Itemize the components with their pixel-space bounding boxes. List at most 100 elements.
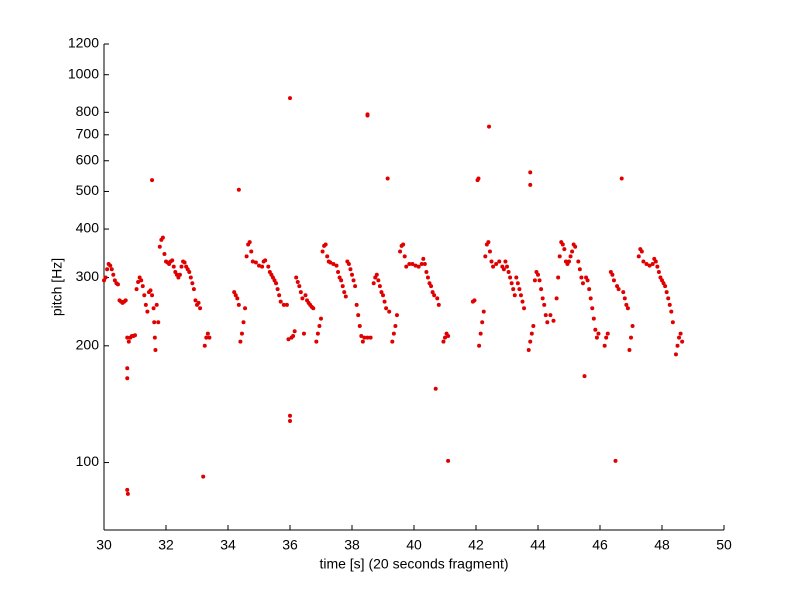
point [390, 339, 395, 344]
y-tick-label: 800 [76, 103, 100, 119]
point [613, 458, 618, 463]
x-axis-label: time [s] (20 seconds fragment) [319, 556, 508, 572]
point [205, 331, 210, 336]
point [239, 331, 244, 336]
point [666, 296, 671, 301]
point [478, 331, 483, 336]
point [359, 333, 364, 338]
point [295, 280, 300, 285]
point [288, 96, 292, 101]
point [108, 263, 113, 268]
point [486, 240, 491, 245]
point [382, 299, 387, 304]
point [247, 240, 252, 245]
point [179, 264, 184, 269]
point [198, 306, 203, 311]
point [148, 288, 153, 293]
point [410, 262, 415, 267]
point [381, 293, 385, 298]
point [111, 272, 116, 277]
point [266, 264, 271, 269]
point [477, 343, 482, 348]
point [570, 249, 575, 254]
point [275, 287, 280, 292]
point [602, 343, 607, 348]
y-axis-label: pitch [Hz] [49, 258, 65, 316]
point [187, 269, 192, 274]
point [582, 374, 587, 379]
point [103, 275, 108, 280]
point [402, 254, 407, 259]
point [446, 333, 451, 338]
point [554, 296, 559, 301]
point [171, 264, 176, 269]
point [407, 262, 412, 267]
point [667, 302, 672, 307]
x-tick-label: 46 [592, 537, 608, 553]
point [145, 309, 150, 314]
point [661, 281, 666, 286]
point [647, 263, 652, 268]
point [501, 267, 506, 272]
point [250, 259, 255, 264]
point [152, 320, 157, 325]
point [140, 284, 145, 289]
point [505, 264, 509, 269]
point [529, 331, 534, 336]
point [156, 320, 161, 325]
point [573, 244, 578, 249]
point [576, 259, 581, 264]
x-tick-label: 42 [468, 537, 484, 553]
point [125, 487, 130, 492]
point [419, 262, 424, 267]
point [235, 296, 240, 301]
point [377, 284, 382, 289]
point [348, 267, 353, 272]
point [190, 281, 195, 286]
point [540, 296, 545, 301]
point [360, 339, 365, 344]
point [393, 323, 398, 328]
point [288, 413, 292, 418]
x-tick-label: 38 [344, 537, 360, 553]
point [331, 262, 336, 267]
x-tick-label: 40 [406, 537, 422, 553]
point [325, 254, 330, 259]
point [260, 264, 265, 269]
point [297, 284, 302, 289]
point [125, 376, 130, 381]
point [413, 263, 418, 268]
point [677, 335, 682, 340]
point [425, 275, 430, 280]
point [151, 306, 156, 311]
point [656, 269, 661, 274]
point [263, 258, 268, 263]
point [432, 293, 437, 298]
point [204, 335, 209, 340]
point [357, 323, 362, 328]
point [537, 278, 542, 283]
point [528, 170, 533, 175]
point [494, 262, 499, 267]
point [154, 302, 159, 307]
point [536, 272, 540, 277]
point [356, 313, 361, 318]
x-tick-label: 48 [654, 537, 670, 553]
point [639, 249, 644, 254]
point [542, 302, 547, 307]
point [193, 298, 198, 303]
point [588, 296, 593, 301]
point [401, 242, 406, 247]
point [301, 331, 306, 336]
point [152, 335, 157, 340]
point [238, 339, 243, 344]
y-tick-label: 1000 [68, 65, 99, 81]
point [398, 249, 403, 254]
point [557, 254, 562, 259]
point [539, 287, 544, 292]
point [587, 287, 592, 292]
point [153, 348, 158, 353]
point [655, 264, 660, 269]
